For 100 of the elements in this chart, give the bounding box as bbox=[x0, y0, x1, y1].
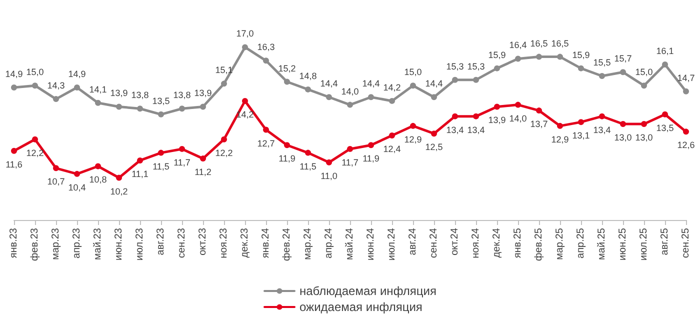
point bbox=[641, 82, 647, 89]
point bbox=[494, 65, 500, 72]
point bbox=[473, 113, 479, 120]
point bbox=[263, 58, 269, 64]
point bbox=[53, 96, 59, 102]
point bbox=[305, 150, 311, 156]
data-label: 12,9 bbox=[404, 134, 422, 144]
data-label: 11,5 bbox=[152, 161, 170, 172]
point bbox=[137, 157, 143, 164]
x-tick-label: янв.24 bbox=[260, 228, 272, 258]
data-label: 14,4 bbox=[362, 78, 380, 89]
data-label: 15,2 bbox=[278, 63, 296, 74]
point bbox=[116, 174, 122, 181]
data-label: 13,4 bbox=[446, 124, 464, 135]
data-label: 10,4 bbox=[68, 182, 86, 192]
point bbox=[368, 142, 374, 148]
point bbox=[368, 94, 374, 100]
x-tick-label: фев.23 bbox=[30, 228, 40, 262]
x-tick-label: сен.25 bbox=[680, 228, 692, 258]
data-label: 13,9 bbox=[194, 88, 212, 98]
data-label: 12,5 bbox=[425, 142, 443, 152]
point bbox=[641, 121, 647, 127]
x-tick-label: мар.25 bbox=[554, 228, 566, 260]
x-tick-label: фев.24 bbox=[282, 228, 292, 262]
point bbox=[578, 65, 584, 72]
point bbox=[410, 82, 416, 89]
data-label: 14,9 bbox=[68, 69, 86, 80]
x-tick-label: авг.23 bbox=[156, 228, 166, 256]
x-tick-label: июл.25 bbox=[638, 228, 650, 261]
point bbox=[11, 148, 17, 154]
point bbox=[221, 136, 227, 142]
data-label: 12,2 bbox=[215, 148, 233, 158]
data-label: 17,0 bbox=[236, 28, 254, 39]
point bbox=[242, 44, 248, 50]
data-label: 13,9 bbox=[488, 115, 506, 126]
point bbox=[326, 159, 332, 166]
x-tick-label: ноя.23 bbox=[218, 228, 230, 258]
data-label: 15,0 bbox=[404, 67, 422, 78]
point bbox=[347, 102, 353, 108]
data-label: 11,5 bbox=[300, 161, 316, 172]
data-label: 13,0 bbox=[614, 132, 632, 142]
data-label: 15,5 bbox=[593, 58, 611, 68]
point bbox=[557, 54, 563, 60]
data-label: 11,7 bbox=[342, 157, 358, 168]
point bbox=[32, 136, 38, 142]
x-tick-label: июл.23 bbox=[134, 228, 146, 261]
data-label: 13,7 bbox=[530, 119, 548, 130]
point bbox=[95, 100, 101, 106]
point bbox=[515, 56, 521, 62]
point bbox=[158, 111, 164, 118]
point bbox=[599, 113, 605, 120]
legend-label: ожидаемая инфляция bbox=[300, 300, 422, 314]
point bbox=[410, 122, 416, 129]
data-label: 14,9 bbox=[5, 69, 23, 80]
point bbox=[221, 80, 227, 87]
data-label: 12,9 bbox=[551, 134, 569, 144]
x-tick-label: июн.23 bbox=[114, 228, 124, 261]
x-tick-label: сен.24 bbox=[428, 228, 440, 258]
x-tick-label: май.23 bbox=[92, 228, 104, 260]
x-tick-label: дек.23 bbox=[240, 228, 250, 258]
data-label: 15,3 bbox=[467, 61, 485, 72]
point bbox=[53, 165, 59, 172]
point bbox=[662, 111, 668, 118]
point bbox=[200, 156, 206, 162]
data-label: 15,0 bbox=[26, 67, 44, 78]
data-label: 16,5 bbox=[551, 38, 569, 48]
x-tick-label: янв.25 bbox=[512, 228, 524, 258]
point bbox=[620, 121, 626, 127]
data-label: 15,7 bbox=[614, 54, 632, 64]
data-label: 16,1 bbox=[656, 46, 674, 56]
point bbox=[11, 84, 17, 91]
data-label: 15,9 bbox=[572, 50, 590, 60]
point bbox=[557, 122, 563, 129]
point bbox=[116, 104, 122, 110]
x-tick-label: апр.24 bbox=[324, 228, 334, 258]
x-tick-label: окт.24 bbox=[450, 228, 460, 256]
data-label: 11,9 bbox=[362, 154, 380, 164]
point bbox=[347, 146, 353, 152]
point bbox=[326, 94, 332, 100]
data-label: 10,7 bbox=[47, 176, 65, 187]
x-tick-label: ноя.24 bbox=[470, 228, 482, 258]
data-label: 11,9 bbox=[278, 154, 296, 164]
point bbox=[473, 76, 479, 83]
x-tick-label: сен.23 bbox=[176, 228, 188, 258]
x-tick-label: мар.23 bbox=[50, 228, 62, 260]
data-label: 14,4 bbox=[425, 78, 443, 89]
data-label: 13,4 bbox=[593, 124, 611, 135]
x-tick-label: май.25 bbox=[596, 228, 608, 260]
data-label: 14,0 bbox=[509, 113, 527, 124]
point bbox=[452, 113, 458, 120]
point bbox=[683, 128, 689, 135]
point bbox=[263, 126, 269, 133]
data-label: 15,9 bbox=[488, 50, 506, 60]
data-label: 12,4 bbox=[383, 144, 401, 154]
point bbox=[431, 130, 437, 137]
point bbox=[158, 150, 164, 156]
point bbox=[32, 82, 38, 89]
data-label: 13,1 bbox=[572, 130, 590, 141]
data-label: 14,3 bbox=[47, 80, 65, 91]
data-label: 13,5 bbox=[152, 96, 170, 106]
